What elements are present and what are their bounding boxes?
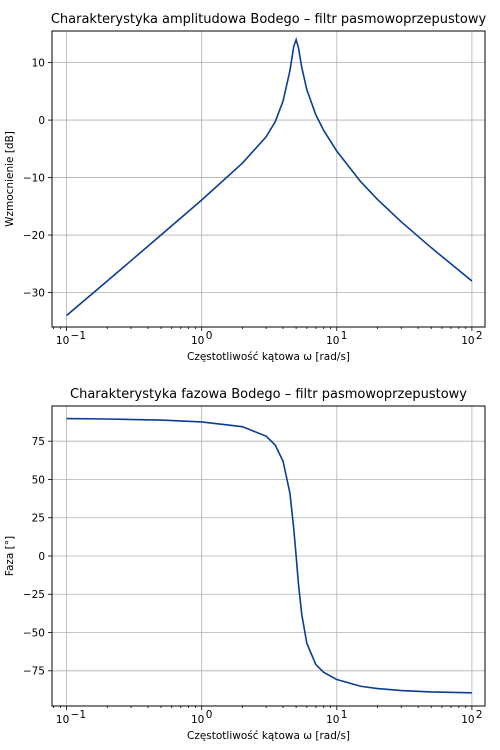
magnitude-y-tick-label: 0 [38, 115, 45, 127]
magnitude-x-tick-label: 10 [56, 335, 69, 347]
phase-curve [66, 417, 472, 694]
magnitude-x-tick-exponent: −1 [71, 330, 86, 342]
magnitude-x-tick-label: 10 [191, 335, 204, 347]
magnitude-x-tick-label: 10 [461, 335, 474, 347]
magnitude-x-tick-exponent: 1 [341, 330, 348, 342]
phase-y-tick-label: −50 [23, 627, 45, 639]
phase-title: Charakterystyka fazowa Bodego – filtr pa… [70, 387, 467, 402]
phase-y-tick-label: −25 [23, 589, 45, 601]
magnitude-x-axis-label: Częstotliwość kątowa ω [rad/s] [187, 351, 350, 363]
phase-x-tick-exponent: −1 [71, 709, 86, 721]
magnitude-title: Charakterystyka amplitudowa Bodego – fil… [51, 12, 487, 27]
phase-y-tick-label: 50 [32, 474, 45, 486]
magnitude-x-tick-exponent: 0 [206, 330, 213, 342]
magnitude-x-tick-exponent: 2 [476, 330, 483, 342]
magnitude-y-tick-label: −30 [23, 287, 45, 299]
magnitude-axes-frame [51, 30, 486, 328]
magnitude-y-tick-label: −20 [23, 230, 45, 242]
phase-x-tick-label: 10 [326, 714, 339, 726]
phase-x-tick-label: 10 [461, 714, 474, 726]
magnitude-y-tick-label: −10 [23, 172, 45, 184]
phase-y-tick-label: −75 [23, 666, 45, 678]
magnitude-curve [66, 36, 473, 317]
phase-y-tick-label: 75 [32, 436, 45, 448]
phase-plot: Charakterystyka fazowa Bodego – filtr pa… [4, 387, 486, 742]
magnitude-x-tick-label: 10 [326, 335, 339, 347]
phase-x-axis-label: Częstotliwość kątowa ω [rad/s] [187, 730, 350, 742]
phase-y-axis-label: Faza [°] [4, 536, 16, 576]
phase-x-tick-exponent: 1 [341, 709, 348, 721]
phase-x-tick-label: 10 [56, 714, 69, 726]
phase-x-tick-exponent: 0 [206, 709, 213, 721]
phase-y-tick-label: 25 [32, 513, 45, 525]
phase-x-tick-exponent: 2 [476, 709, 483, 721]
phase-x-tick-label: 10 [191, 714, 204, 726]
magnitude-y-axis-label: Wzmocnienie [dB] [4, 131, 16, 227]
phase-y-tick-label: 0 [38, 551, 45, 563]
magnitude-plot: Charakterystyka amplitudowa Bodego – fil… [4, 12, 486, 363]
magnitude-y-tick-label: 10 [32, 57, 45, 69]
